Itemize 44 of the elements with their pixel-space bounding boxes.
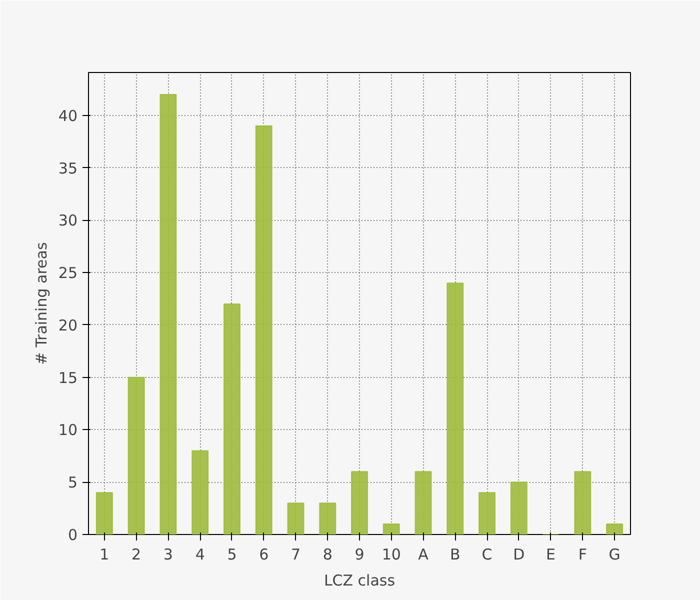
bar [319, 502, 336, 534]
bar [128, 376, 145, 534]
y-tick-label: 0 [68, 526, 78, 544]
x-tick-label: D [513, 546, 525, 564]
y-tick-label: 30 [58, 212, 78, 230]
bar [510, 482, 528, 534]
y-tick-label: 15 [58, 368, 78, 387]
bar [224, 304, 240, 534]
bar [96, 492, 113, 534]
bar [446, 282, 464, 534]
bar [574, 471, 592, 534]
x-tick-label: 10 [382, 546, 401, 564]
x-tick-label: F [578, 546, 588, 564]
y-tick-label: 40 [58, 106, 78, 125]
x-tick-label: A [418, 546, 430, 564]
x-tick-label: C [482, 546, 492, 564]
x-tick-label: 4 [195, 546, 205, 564]
bar [478, 492, 496, 534]
bar [287, 502, 304, 534]
x-tick-label: 3 [163, 546, 173, 564]
bar [160, 94, 177, 534]
bar [414, 471, 432, 534]
x-tick-label: 9 [354, 546, 364, 564]
bar [351, 471, 368, 534]
x-tick-label: E [546, 546, 556, 564]
x-tick-label: 6 [259, 546, 269, 564]
y-tick-label: 20 [58, 316, 78, 334]
x-axis-title: LCZ class [324, 572, 396, 590]
bar [255, 125, 272, 534]
y-tick-label: 5 [68, 474, 78, 492]
x-tick-label: 1 [100, 546, 110, 564]
y-tick-label: 25 [58, 264, 78, 282]
y-tick-label: 35 [58, 159, 78, 178]
x-tick-label: 5 [227, 546, 237, 564]
bar [192, 450, 209, 534]
y-axis-title: # Training areas [32, 242, 50, 365]
bar [606, 524, 624, 534]
x-tick-label: 2 [132, 546, 142, 564]
x-tick-label: 7 [290, 546, 301, 564]
bar [382, 524, 400, 534]
x-tick-label: 8 [322, 546, 332, 564]
x-tick-label: G [608, 546, 620, 564]
y-tick-label: 10 [58, 421, 78, 440]
x-tick-label: B [450, 546, 460, 564]
